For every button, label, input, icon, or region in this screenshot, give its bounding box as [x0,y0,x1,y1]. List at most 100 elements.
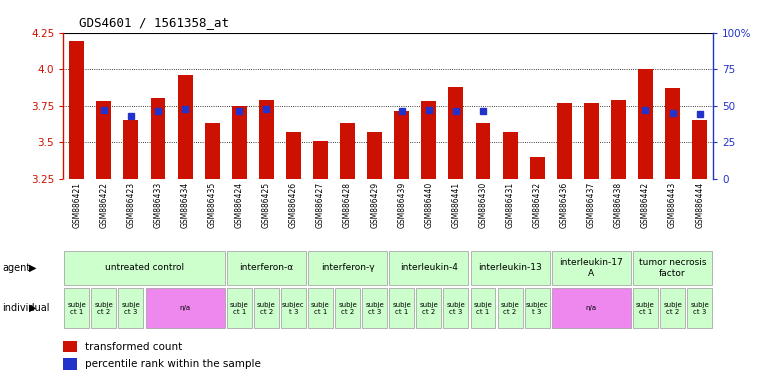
Text: subje
ct 1: subje ct 1 [392,302,411,314]
Text: GSM886436: GSM886436 [560,182,569,228]
Text: GSM886429: GSM886429 [370,182,379,228]
Text: interleukin-13: interleukin-13 [478,263,542,272]
Text: subje
ct 2: subje ct 2 [500,302,520,314]
Text: interleukin-4: interleukin-4 [400,263,458,272]
Text: GSM886423: GSM886423 [126,182,136,228]
Bar [362,288,387,328]
Bar [476,123,490,179]
Text: n/a: n/a [180,305,190,311]
Text: GSM886426: GSM886426 [289,182,298,228]
Bar [92,288,116,328]
Text: GSM886444: GSM886444 [695,182,704,228]
Bar [687,288,712,328]
Bar [497,288,523,328]
Bar [63,341,76,353]
Bar [63,358,76,369]
Bar [308,288,333,328]
Text: subje
ct 3: subje ct 3 [446,302,465,314]
Bar [64,288,89,328]
Text: tumor necrosis
factor: tumor necrosis factor [639,258,706,278]
Bar [638,69,653,179]
Bar [557,103,571,179]
Bar [633,251,712,285]
Text: interleukin-17
A: interleukin-17 A [560,258,623,278]
Bar [150,98,166,179]
Text: GSM886440: GSM886440 [424,182,433,228]
Text: subje
ct 2: subje ct 2 [257,302,276,314]
Bar [611,100,626,179]
Text: subje
ct 3: subje ct 3 [690,302,709,314]
Text: GSM886441: GSM886441 [451,182,460,228]
Bar [470,288,496,328]
Text: transformed count: transformed count [85,341,183,352]
Text: subje
ct 2: subje ct 2 [663,302,682,314]
Bar [177,75,193,179]
Bar [422,101,436,179]
Text: GSM886430: GSM886430 [479,182,487,228]
Bar [313,141,328,179]
Text: subje
ct 2: subje ct 2 [419,302,438,314]
Bar [254,288,279,328]
Text: GSM886433: GSM886433 [153,182,163,228]
Bar [281,288,306,328]
Bar [340,123,355,179]
Text: subje
ct 1: subje ct 1 [311,302,330,314]
Text: subje
ct 1: subje ct 1 [67,302,86,314]
Bar [416,288,441,328]
Text: agent: agent [2,263,31,273]
Text: untreated control: untreated control [105,263,184,272]
Bar [449,87,463,179]
Bar [665,88,680,179]
Text: GSM886437: GSM886437 [587,182,596,228]
Text: GSM886443: GSM886443 [668,182,677,228]
Text: GSM886427: GSM886427 [316,182,325,228]
Text: subje
ct 2: subje ct 2 [95,302,113,314]
Bar [227,288,251,328]
Bar [146,288,224,328]
Bar [367,132,382,179]
Text: GSM886435: GSM886435 [207,182,217,228]
Text: GSM886421: GSM886421 [72,182,81,228]
Text: GSM886431: GSM886431 [506,182,514,228]
Bar [692,120,707,179]
Bar [259,100,274,179]
Text: subje
ct 1: subje ct 1 [473,302,493,314]
Text: GSM886432: GSM886432 [533,182,542,228]
Text: percentile rank within the sample: percentile rank within the sample [85,359,261,369]
Text: GSM886428: GSM886428 [343,182,352,228]
Bar [394,111,409,179]
Text: GSM886438: GSM886438 [614,182,623,228]
Text: individual: individual [2,303,50,313]
Text: subje
ct 1: subje ct 1 [230,302,248,314]
Bar [119,288,143,328]
Text: subje
ct 3: subje ct 3 [365,302,384,314]
Text: subjec
t 3: subjec t 3 [282,302,305,314]
Text: GSM886442: GSM886442 [641,182,650,228]
Text: GSM886422: GSM886422 [99,182,109,228]
Bar [389,251,468,285]
Text: interferon-γ: interferon-γ [321,263,375,272]
Text: subjec
t 3: subjec t 3 [526,302,548,314]
Bar [286,132,301,179]
Bar [308,251,387,285]
Text: GSM886434: GSM886434 [180,182,190,228]
Bar [389,288,414,328]
Bar [64,251,224,285]
Bar [584,103,599,179]
Text: ▶: ▶ [29,263,36,273]
Bar [227,251,306,285]
Bar [530,157,544,179]
Bar [232,106,247,179]
Text: subje
ct 3: subje ct 3 [122,302,140,314]
Text: interferon-α: interferon-α [239,263,294,272]
Text: n/a: n/a [586,305,597,311]
Bar [552,251,631,285]
Bar [443,288,468,328]
Bar [96,101,111,179]
Bar [69,41,84,179]
Bar [123,120,138,179]
Text: GSM886439: GSM886439 [397,182,406,228]
Text: subje
ct 1: subje ct 1 [636,302,655,314]
Bar [552,288,631,328]
Bar [660,288,685,328]
